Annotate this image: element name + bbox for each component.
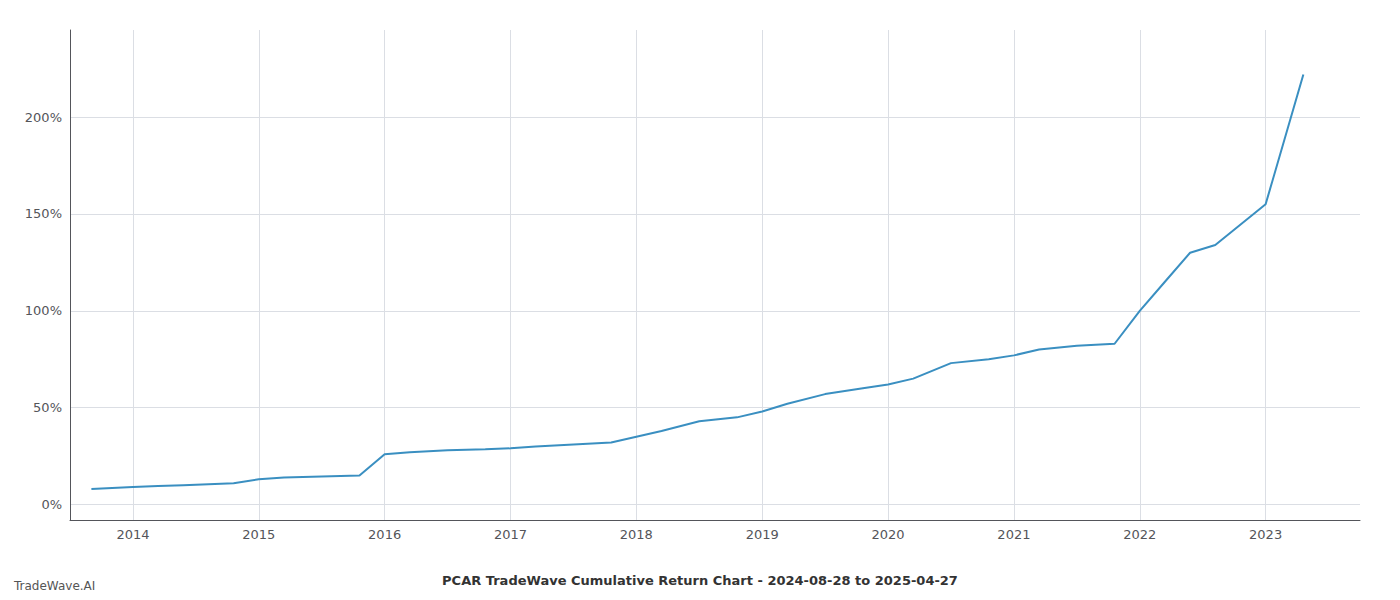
- svg-text:2019: 2019: [746, 527, 779, 542]
- svg-text:100%: 100%: [25, 303, 62, 318]
- svg-text:0%: 0%: [41, 497, 62, 512]
- svg-text:PCAR TradeWave Cumulative Retu: PCAR TradeWave Cumulative Return Chart -…: [442, 573, 958, 588]
- svg-text:150%: 150%: [25, 206, 62, 221]
- svg-text:2020: 2020: [872, 527, 905, 542]
- svg-text:2017: 2017: [494, 527, 527, 542]
- svg-text:2022: 2022: [1123, 527, 1156, 542]
- svg-text:2018: 2018: [620, 527, 653, 542]
- svg-text:2016: 2016: [368, 527, 401, 542]
- svg-text:50%: 50%: [33, 400, 62, 415]
- svg-text:2021: 2021: [997, 527, 1030, 542]
- svg-text:2015: 2015: [242, 527, 275, 542]
- svg-text:2014: 2014: [116, 527, 149, 542]
- svg-text:200%: 200%: [25, 110, 62, 125]
- svg-text:TradeWave.AI: TradeWave.AI: [13, 579, 95, 593]
- svg-text:2023: 2023: [1249, 527, 1282, 542]
